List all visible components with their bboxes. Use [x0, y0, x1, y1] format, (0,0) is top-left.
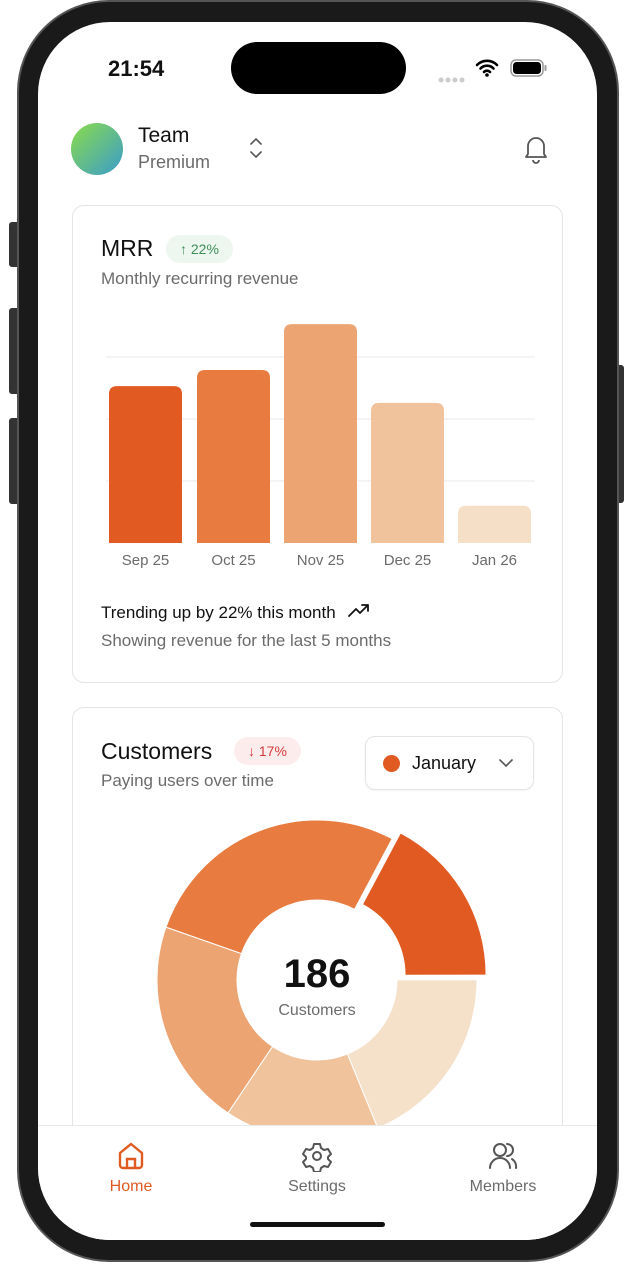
x-tick-label: Dec 25	[383, 552, 432, 569]
tab-members[interactable]: Members	[443, 1140, 563, 1196]
trend-text: Trending up by 22% this month	[101, 603, 370, 623]
volume-up-button	[9, 308, 18, 394]
gear-icon	[302, 1143, 332, 1172]
tab-settings[interactable]: Settings	[257, 1140, 377, 1196]
customers-change-badge: ↓ 17%	[234, 737, 301, 765]
month-select-value: January	[412, 753, 477, 773]
customers-donut-chart	[156, 819, 486, 1141]
bar-jan-26[interactable]	[458, 505, 531, 543]
mrr-title: MRR	[101, 235, 154, 261]
mrr-footer: Showing revenue for the last 5 months	[101, 631, 392, 650]
x-tick-label: Sep 25	[121, 552, 170, 569]
tab-settings-label: Settings	[288, 1178, 346, 1195]
screen: 21:54 Team Premium MRR ↑ 22% Monthly rec…	[38, 22, 597, 1240]
x-tick-label: Nov 25	[296, 552, 345, 569]
donut-slice-3[interactable]	[156, 926, 274, 1114]
wifi-icon	[475, 58, 499, 83]
mrr-change-badge: ↑ 22%	[166, 235, 233, 263]
bar-nov-25[interactable]	[284, 324, 357, 543]
mrr-bar-chart	[106, 324, 535, 543]
bell-icon[interactable]	[522, 134, 550, 169]
trend-label: Trending up by 22% this month	[101, 603, 336, 622]
team-plan: Premium	[138, 152, 211, 172]
customers-subtitle: Paying users over time	[101, 771, 274, 790]
donut-slice-0[interactable]	[363, 833, 486, 975]
x-tick-label: Oct 25	[211, 552, 256, 569]
month-color-dot	[383, 755, 400, 772]
month-select[interactable]: January	[365, 736, 534, 790]
donut-center-value: 186	[283, 952, 351, 996]
home-indicator	[250, 1222, 385, 1227]
tab-bar: Home Settings Members	[38, 1125, 597, 1240]
chevron-down-icon	[499, 759, 513, 768]
trending-up-icon	[348, 604, 370, 617]
signal-icon	[438, 70, 466, 88]
tab-members-label: Members	[469, 1178, 537, 1195]
bar-oct-25[interactable]	[197, 370, 270, 543]
arrow-down-icon: ↓	[248, 743, 255, 759]
home-icon	[118, 1142, 144, 1170]
mrr-badge-value: 22%	[190, 241, 219, 257]
arrow-up-icon: ↑	[180, 241, 187, 257]
power-button	[618, 365, 624, 503]
mrr-subtitle: Monthly recurring revenue	[101, 269, 299, 288]
chevrons-up-down-icon[interactable]	[248, 136, 264, 165]
bar-sep-25[interactable]	[109, 386, 182, 543]
donut-slice-4[interactable]	[165, 819, 393, 955]
volume-down-button	[9, 418, 18, 504]
avatar[interactable]	[71, 123, 123, 175]
customers-title: Customers	[101, 738, 213, 764]
silent-switch	[9, 222, 18, 267]
x-tick-label: Jan 26	[471, 552, 518, 569]
battery-icon	[510, 59, 548, 82]
users-icon	[489, 1143, 518, 1169]
status-time: 21:54	[108, 56, 165, 81]
team-name[interactable]: Team	[138, 124, 190, 147]
tab-home-label: Home	[109, 1178, 153, 1195]
donut-center-label: Customers	[278, 1002, 356, 1019]
tab-home[interactable]: Home	[71, 1140, 191, 1196]
bar-dec-25[interactable]	[371, 402, 444, 543]
dynamic-island	[231, 42, 406, 94]
customers-badge-value: 17%	[258, 743, 287, 759]
